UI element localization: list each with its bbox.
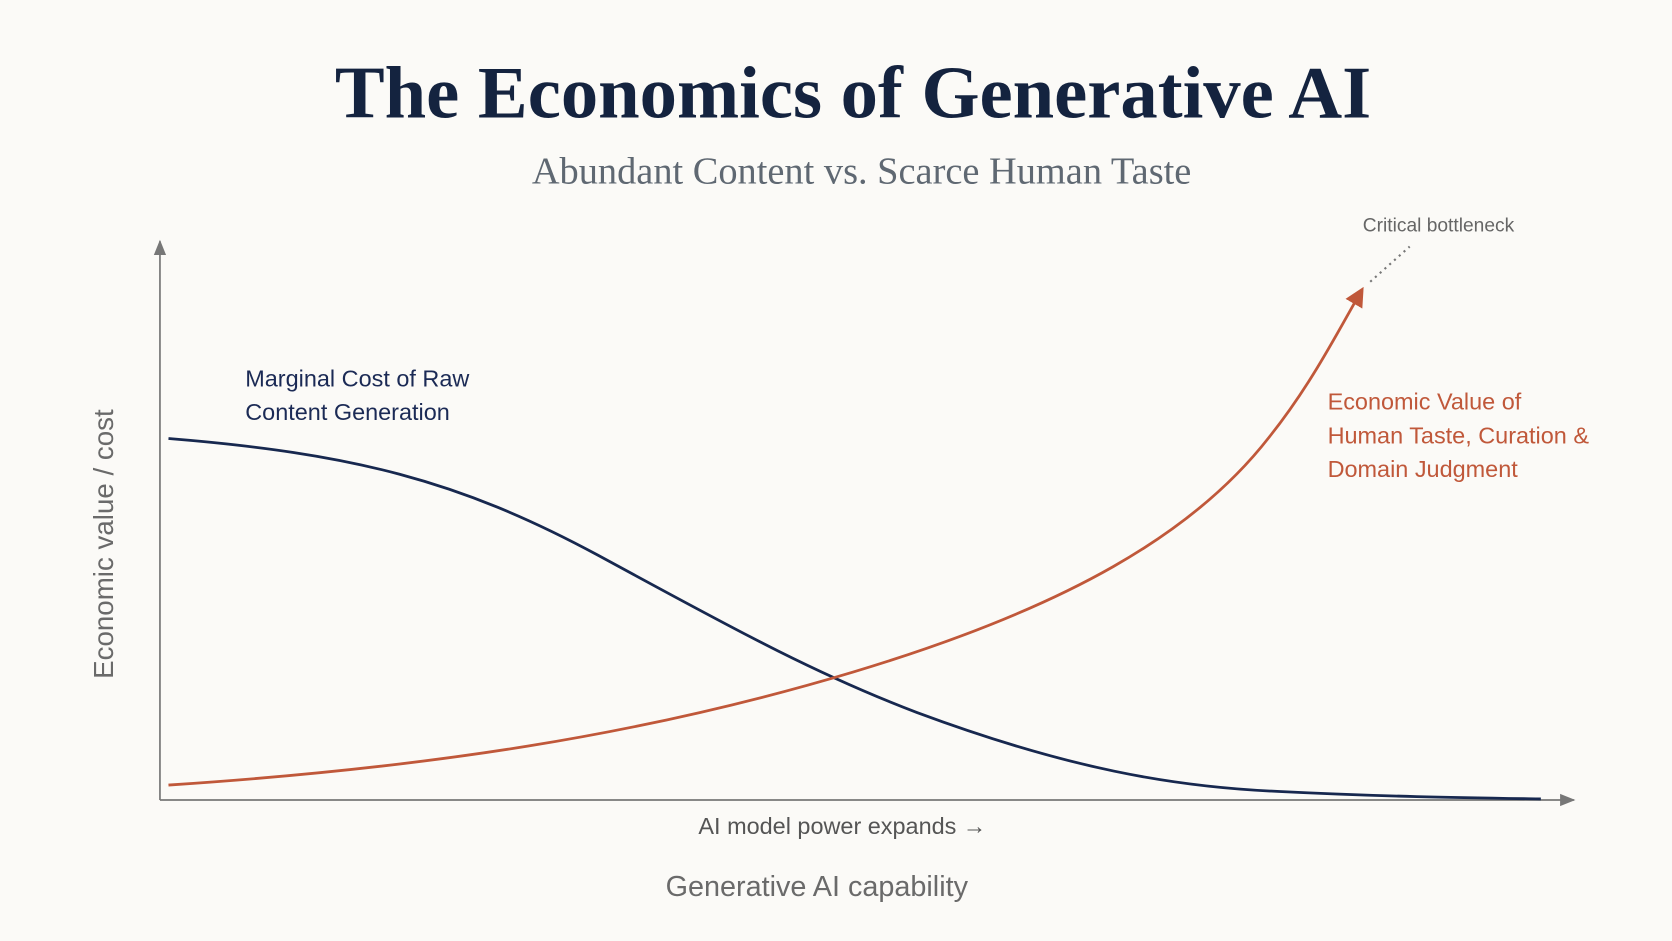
value-curve: [168, 286, 1364, 787]
x-axis-label: Generative AI capability: [666, 871, 969, 903]
y-axis-label: Economic value / cost: [88, 409, 119, 679]
curve-label: Content Generation: [245, 399, 450, 425]
curve-label: Economic Value of: [1328, 389, 1522, 415]
x-axis-note: AI model power expands →: [698, 813, 986, 839]
curve-labels: Marginal Cost of Raw Content Generation Ec…: [245, 365, 1589, 482]
curve-label: Domain Judgment: [1328, 456, 1519, 482]
subtitle: Abundant Content vs. Scarce Human Taste: [532, 151, 1192, 193]
annotation: Critical bottleneck: [1363, 216, 1515, 237]
curve-label: Marginal Cost of Raw: [245, 365, 469, 391]
cost-curve: [168, 437, 1541, 801]
title: The Economics of Generative AI: [335, 52, 1371, 135]
annotation-leader: [1369, 245, 1411, 283]
curve-label: Human Taste, Curation &: [1328, 422, 1590, 448]
